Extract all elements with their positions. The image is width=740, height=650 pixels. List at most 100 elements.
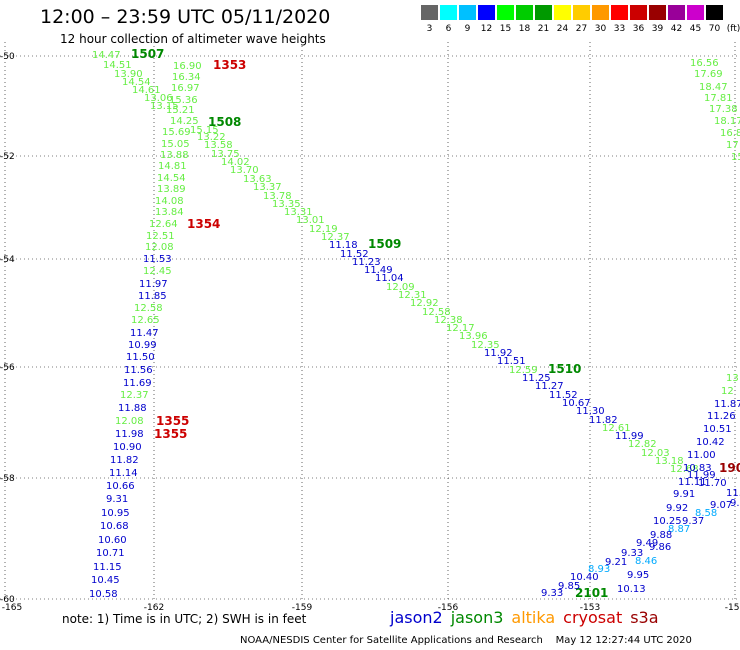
swh-value-label: 11.27	[535, 381, 564, 392]
swh-value-label: 9.33	[541, 588, 563, 599]
credit-footer: NOAA/NESDIS Center for Satellite Applica…	[240, 635, 692, 646]
swh-value-label: 13.96	[459, 331, 488, 342]
swh-value-label: 14.54	[122, 77, 151, 88]
swh-value-label: 8.58	[695, 508, 717, 519]
longitude-tick-label: -162	[144, 603, 164, 613]
swh-value-label: 10.67	[562, 398, 591, 409]
swh-value-label: 11.87	[714, 399, 740, 410]
legend-label: 30	[594, 24, 607, 34]
swh-value-label: 12.58	[134, 303, 163, 314]
longitude-tick-label: -165	[2, 603, 22, 613]
legend-label: 36	[632, 24, 645, 34]
swh-value-label: 12.38	[434, 315, 463, 326]
swh-value-label: 13.63	[243, 174, 272, 185]
map-grid	[0, 42, 740, 600]
satellite-s3a-label: s3a	[630, 608, 659, 627]
swh-value-label: 9.91	[673, 489, 695, 500]
legend-label: (ft)	[726, 24, 740, 34]
swh-value-label: 18.17	[714, 116, 740, 127]
swh-value-label: 10.60	[98, 535, 127, 546]
legend-label: 18	[518, 24, 531, 34]
swh-value-label: 9.85	[558, 581, 580, 592]
pass-number-label: 1508	[208, 115, 241, 129]
swh-value-label: 12.03	[641, 448, 670, 459]
swh-value-label: 13.90	[114, 69, 143, 80]
pass-number-label: 2101	[575, 586, 608, 600]
swh-value-label: 13.88	[160, 150, 189, 161]
map-title: 12:00 – 23:59 UTC 05/11/2020	[40, 6, 331, 28]
swh-value-label: 11.53	[143, 254, 172, 265]
satellite-altika-label: altika	[511, 608, 556, 627]
pass-number-label: 1355	[154, 427, 187, 441]
swh-value-label: 16.8	[720, 128, 740, 139]
swh-value-label: 14.61	[132, 85, 161, 96]
swh-value-label: 10.58	[89, 589, 118, 600]
swh-value-label: 11.82	[589, 415, 618, 426]
legend-swatch	[516, 5, 533, 20]
satellite-key: jason2 jason3 altika cryosat s3a	[390, 608, 667, 627]
swh-value-label: 15.21	[166, 105, 195, 116]
legend-swatch	[649, 5, 666, 20]
swh-value-label: 9.88	[650, 530, 672, 541]
legend-label: 70	[708, 24, 721, 34]
pass-number-label: 1354	[187, 217, 220, 231]
swh-value-label: 11.00	[687, 450, 716, 461]
swh-value-label: 14.02	[221, 157, 250, 168]
swh-value-label: 11.26	[707, 411, 736, 422]
swh-value-label: 11.25	[522, 373, 551, 384]
swh-value-label: 11.98	[115, 429, 144, 440]
longitude-tick-label: -156	[438, 603, 459, 613]
swh-value-label: 16.90	[173, 61, 202, 72]
swh-value-label: 11.14	[109, 468, 138, 479]
swh-value-label: 12.17	[446, 323, 475, 334]
legend-label: 9	[464, 24, 471, 34]
legend-swatch	[440, 5, 457, 20]
swh-value-label: 14.47	[92, 50, 121, 61]
swh-value-label: 11.04	[375, 273, 404, 284]
pass-number-label: 1507	[131, 47, 164, 61]
legend-label: 6	[445, 24, 452, 34]
swh-value-label: 14.51	[103, 60, 132, 71]
satellite-jason3-label: jason3	[450, 608, 504, 627]
swh-value-label: 11.97	[139, 279, 168, 290]
swh-value-label: 10.40	[570, 572, 599, 583]
legend-label: 3	[426, 24, 433, 34]
pass-number-label: 1353	[213, 58, 246, 72]
swh-value-label: 16.34	[172, 72, 201, 83]
legend-label: 24	[556, 24, 569, 34]
swh-value-label: 15.05	[161, 139, 190, 150]
latitude-tick-label: -52	[0, 152, 15, 162]
swh-value-label: 13.58	[204, 140, 233, 151]
swh-value-label: 11.18	[329, 240, 358, 251]
legend-label: 45	[689, 24, 702, 34]
longitude-tick-label: -153	[580, 603, 600, 613]
swh-value-label: 9.92	[666, 503, 688, 514]
swh-value-label: 12.09	[386, 282, 415, 293]
swh-value-label: 13.01	[296, 215, 325, 226]
legend-label: 12	[480, 24, 493, 34]
swh-value-label: 11.30	[576, 406, 605, 417]
swh-value-label: 9.86	[649, 542, 671, 553]
swh-value-label: 17.38	[709, 104, 738, 115]
swh-value-label: 16.97	[171, 83, 200, 94]
legend-swatch	[459, 5, 476, 20]
swh-value-label: 12.35	[471, 340, 500, 351]
swh-value-label: 13.89	[157, 184, 186, 195]
swh-value-label: 11.88	[118, 403, 147, 414]
swh-value-label: 11.85	[138, 291, 167, 302]
swh-value-label: 12.82	[628, 439, 657, 450]
swh-value-label: 10.99	[128, 340, 157, 351]
legend-label: 15	[499, 24, 512, 34]
swh-value-label: 13.31	[284, 207, 313, 218]
swh-value-label: 9.07	[710, 500, 732, 511]
swh-value-label: 10.71	[96, 548, 125, 559]
swh-value-label: 12.64	[149, 219, 178, 230]
swh-value-label: 13.78	[263, 191, 292, 202]
latitude-tick-label: -60	[0, 595, 15, 605]
swh-value-label: 12.31	[398, 290, 427, 301]
swh-value-label: 9.21	[605, 557, 627, 568]
swh-value-label: 11.47	[130, 328, 159, 339]
latitude-tick-label: -54	[0, 255, 15, 265]
